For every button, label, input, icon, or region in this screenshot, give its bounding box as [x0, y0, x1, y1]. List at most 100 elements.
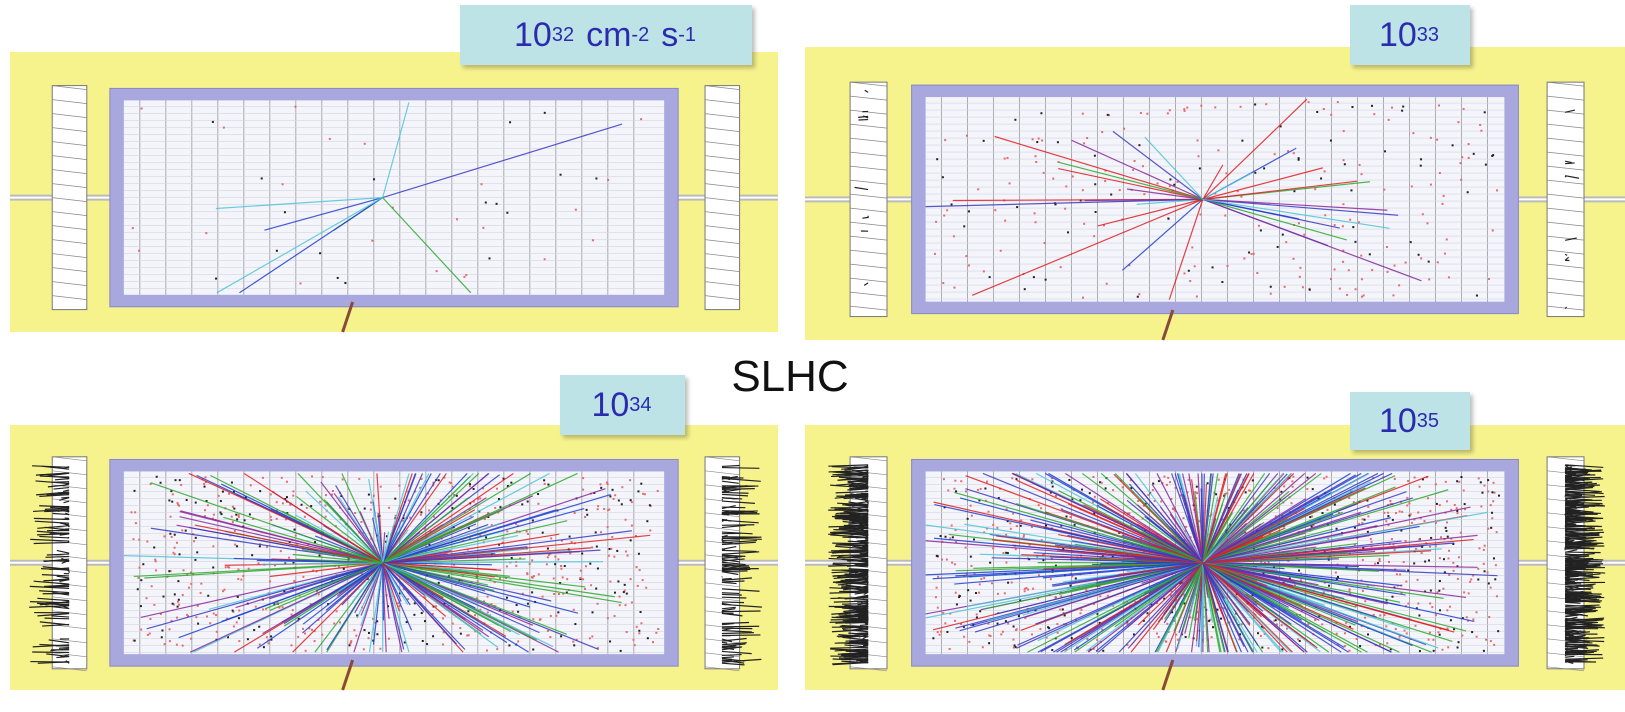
- hit: [1074, 524, 1076, 526]
- hit: [1484, 111, 1486, 113]
- muon-hit: [722, 571, 748, 572]
- hit: [591, 635, 593, 637]
- muon-hit: [854, 467, 868, 468]
- hit: [135, 522, 137, 524]
- hit: [640, 118, 642, 120]
- muon-hit: [1565, 561, 1570, 562]
- hit: [655, 632, 657, 634]
- hit: [540, 618, 542, 620]
- hit: [215, 614, 217, 616]
- hit: [1461, 156, 1463, 158]
- hit: [1385, 520, 1387, 522]
- hit: [610, 548, 612, 550]
- hit: [595, 177, 597, 179]
- hit: [469, 485, 471, 487]
- hit: [558, 593, 560, 595]
- hit: [1467, 191, 1469, 193]
- hit: [1343, 159, 1345, 161]
- hit: [1430, 537, 1432, 539]
- muon-hit: [1565, 544, 1592, 545]
- hit: [946, 559, 948, 561]
- hit: [1414, 625, 1416, 627]
- hit: [353, 629, 355, 631]
- hit: [1075, 577, 1077, 579]
- hit: [943, 478, 945, 480]
- hit: [368, 637, 370, 639]
- hit: [1052, 486, 1054, 488]
- hit: [1220, 618, 1222, 620]
- muon-hit: [722, 468, 759, 469]
- hit: [642, 493, 644, 495]
- hit: [584, 588, 586, 590]
- hit: [233, 508, 235, 510]
- muon-hit: [61, 497, 69, 498]
- hit: [149, 618, 151, 620]
- hit: [566, 578, 568, 580]
- hit: [1494, 578, 1496, 580]
- hit: [467, 610, 469, 612]
- hit: [181, 529, 183, 531]
- hit: [1488, 278, 1490, 280]
- hit: [1194, 265, 1196, 267]
- muon-hit: [1565, 581, 1569, 582]
- hit: [1169, 109, 1171, 111]
- hit: [1391, 107, 1393, 109]
- hit: [975, 592, 977, 594]
- muon-hit: [722, 642, 727, 643]
- hit: [276, 518, 278, 520]
- hit: [996, 527, 998, 529]
- muon-hit: [856, 533, 869, 534]
- hit: [146, 597, 148, 599]
- hit: [1052, 178, 1054, 180]
- hit: [247, 638, 249, 640]
- muon-hit: [722, 492, 749, 493]
- hit: [1371, 105, 1373, 107]
- hit: [627, 555, 629, 557]
- hit: [175, 479, 177, 481]
- hit: [1488, 616, 1490, 618]
- hit: [314, 640, 316, 642]
- hit: [937, 607, 939, 609]
- hit: [1457, 121, 1459, 123]
- hit: [1089, 492, 1091, 494]
- hit: [657, 490, 659, 492]
- event-display: [10, 52, 778, 332]
- muon-hit: [1565, 495, 1569, 496]
- hit: [595, 588, 597, 590]
- hit: [355, 635, 357, 637]
- hit: [1496, 531, 1498, 533]
- hit: [1015, 478, 1017, 480]
- hit: [1399, 510, 1401, 512]
- hit: [611, 536, 613, 538]
- hit: [1469, 581, 1471, 583]
- hit: [554, 556, 556, 558]
- hit: [1228, 489, 1230, 491]
- hit: [1439, 172, 1441, 174]
- hit: [1265, 103, 1267, 105]
- hit: [222, 491, 224, 493]
- hit: [1429, 510, 1431, 512]
- hit: [1386, 246, 1388, 248]
- muon-hit: [856, 565, 868, 566]
- hit: [171, 536, 173, 538]
- hit: [1105, 487, 1107, 489]
- hit: [1292, 258, 1294, 260]
- hit: [1407, 603, 1409, 605]
- hit: [592, 239, 594, 241]
- hit: [364, 508, 366, 510]
- hit: [955, 490, 957, 492]
- hit: [1167, 477, 1169, 479]
- hit: [564, 565, 566, 567]
- hit: [324, 504, 326, 506]
- hit: [1348, 269, 1350, 271]
- hit: [547, 556, 549, 558]
- hit: [236, 518, 238, 520]
- hit: [1010, 528, 1012, 530]
- hit: [1140, 112, 1142, 114]
- hit: [463, 276, 465, 278]
- hit: [282, 606, 284, 608]
- hit: [617, 580, 619, 582]
- hit: [533, 575, 535, 577]
- hit: [1395, 628, 1397, 630]
- hit: [954, 480, 956, 482]
